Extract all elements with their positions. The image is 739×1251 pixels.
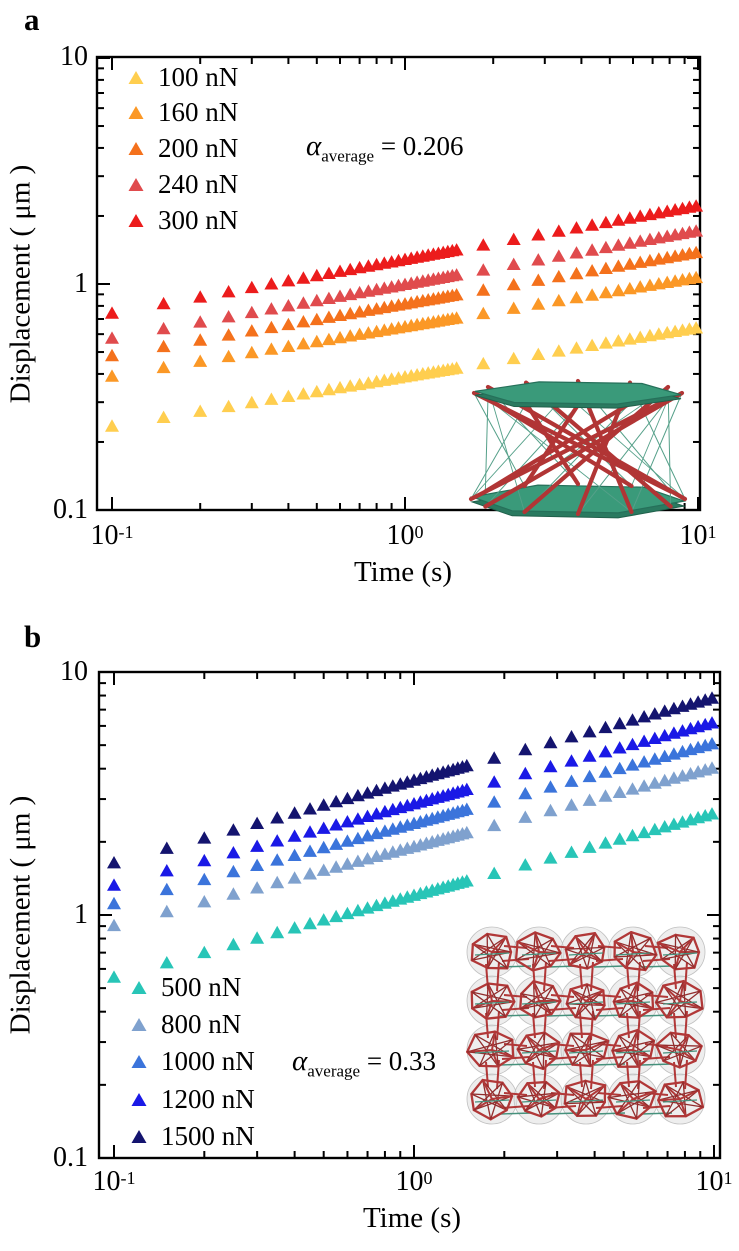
legend-label: 240 nN bbox=[158, 169, 239, 199]
panel-b-label: b bbox=[24, 619, 42, 654]
legend-label: 200 nN bbox=[158, 133, 239, 163]
legend-item-1500-nN: 1500 nN bbox=[131, 1121, 255, 1152]
legend-marker-triangle bbox=[128, 213, 144, 227]
series-200-nN bbox=[105, 245, 704, 362]
series-800-nN bbox=[107, 761, 719, 932]
legend-marker-triangle bbox=[128, 177, 144, 191]
legend-label: 1200 nN bbox=[161, 1084, 255, 1114]
legend-item-200-nN: 200 nN bbox=[128, 133, 238, 164]
alpha-symbol: α bbox=[292, 1045, 308, 1077]
legend-item-160-nN: 160 nN bbox=[128, 97, 238, 128]
y-tick-label-1: 1 bbox=[74, 268, 88, 299]
panel-b: b Displacement ( μm ) Time (s) αaverage … bbox=[0, 617, 739, 1251]
legend-label: 300 nN bbox=[158, 205, 239, 235]
inset-hexagonal-tensegrity bbox=[468, 378, 688, 519]
x-tick-label-10e1: 101 bbox=[679, 520, 717, 551]
series-300-nN bbox=[105, 199, 704, 319]
legend-item-1000-nN: 1000 nN bbox=[131, 1046, 255, 1077]
axis-ticks bbox=[99, 671, 720, 1159]
legend-marker-triangle bbox=[128, 141, 144, 155]
legend-item-100-nN: 100 nN bbox=[128, 62, 238, 93]
legend-item-800-nN: 800 nN bbox=[131, 1009, 241, 1040]
x-tick-label-10e0: 100 bbox=[395, 1166, 433, 1197]
legend-marker-triangle bbox=[131, 1054, 147, 1068]
panel-a-alpha-annotation: αaverage = 0.206 bbox=[306, 130, 464, 166]
panel-b-plot-area bbox=[97, 670, 722, 1160]
legend-label: 100 nN bbox=[158, 62, 239, 92]
legend-label: 800 nN bbox=[161, 1009, 242, 1039]
series-100-nN bbox=[105, 321, 704, 432]
y-tick-label-10: 10 bbox=[60, 41, 88, 72]
legend-marker-triangle bbox=[131, 980, 147, 994]
series-160-nN bbox=[105, 270, 704, 382]
alpha-value: = 0.206 bbox=[380, 131, 464, 161]
legend-label: 500 nN bbox=[161, 972, 242, 1002]
panel-a-x-axis-title: Time (s) bbox=[353, 556, 453, 588]
alpha-value: = 0.33 bbox=[366, 1046, 437, 1076]
x-tick-label-10e0: 100 bbox=[386, 520, 424, 551]
legend-item-500-nN: 500 nN bbox=[131, 972, 241, 1003]
x-tick-label-10e-1: 10-1 bbox=[92, 1166, 136, 1197]
x-tick-label-10e-1: 10-1 bbox=[90, 520, 134, 551]
alpha-subscript: average bbox=[321, 146, 375, 166]
panel-a-label: a bbox=[24, 2, 40, 37]
series-1500-nN bbox=[107, 691, 719, 869]
legend-marker-triangle bbox=[128, 105, 144, 119]
legend-marker-triangle bbox=[128, 70, 144, 84]
legend-item-300-nN: 300 nN bbox=[128, 205, 238, 236]
legend-label: 160 nN bbox=[158, 97, 239, 127]
y-tick-label-0.1: 0.1 bbox=[53, 1142, 88, 1173]
series-1000-nN bbox=[107, 737, 719, 910]
series-1200-nN bbox=[107, 716, 719, 891]
y-tick-label-1: 1 bbox=[74, 899, 88, 930]
alpha-subscript: average bbox=[307, 1061, 361, 1081]
series-500-nN bbox=[107, 807, 719, 983]
legend-marker-triangle bbox=[131, 1017, 147, 1031]
legend-label: 1500 nN bbox=[161, 1121, 255, 1151]
series-240-nN bbox=[105, 224, 704, 344]
y-tick-label-0.1: 0.1 bbox=[53, 494, 88, 525]
panel-b-alpha-annotation: αaverage = 0.33 bbox=[292, 1045, 436, 1081]
alpha-symbol: α bbox=[306, 130, 322, 162]
legend-marker-triangle bbox=[131, 1129, 147, 1143]
legend-item-1200-nN: 1200 nN bbox=[131, 1084, 255, 1115]
y-tick-label-10: 10 bbox=[60, 656, 88, 687]
legend-label: 1000 nN bbox=[161, 1046, 255, 1076]
legend-item-240-nN: 240 nN bbox=[128, 169, 238, 200]
x-tick-label-10e1: 101 bbox=[695, 1166, 733, 1197]
legend-marker-triangle bbox=[131, 1092, 147, 1106]
panel-a-plot-area bbox=[95, 55, 704, 519]
inset-octahedral-lattice bbox=[466, 926, 706, 1125]
panel-a: a Displacement ( μm ) Time (s) αaverage … bbox=[0, 0, 739, 617]
panel-b-x-axis-title: Time (s) bbox=[362, 1202, 462, 1234]
